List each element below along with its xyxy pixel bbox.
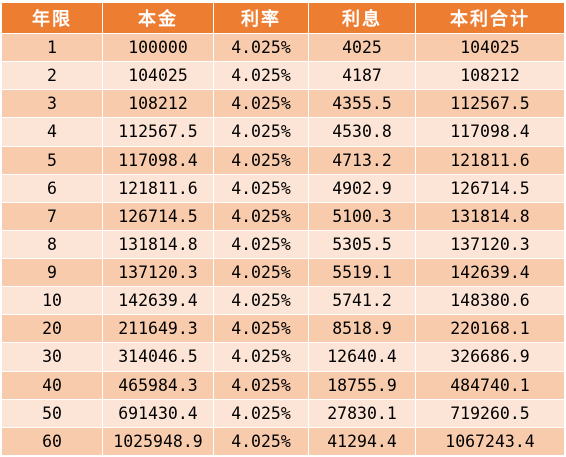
principal-cell: 126714.5	[102, 201, 214, 231]
year-cell: 20	[1, 314, 103, 344]
table-row: 5 117098.4 4.025% 4713.2 121811.6	[1, 145, 565, 175]
principal-cell: 108212	[102, 89, 214, 119]
table-row: 4 112567.5 4.025% 4530.8 117098.4	[1, 117, 565, 147]
interest-cell: 4025	[308, 32, 416, 63]
rate-cell: 4.025%	[213, 145, 309, 175]
table-row: 40 465984.3 4.025% 18755.9 484740.1	[1, 370, 565, 400]
interest-cell: 12640.4	[308, 342, 416, 372]
principal-cell: 691430.4	[102, 398, 214, 428]
total-cell: 220168.1	[415, 314, 565, 344]
interest-cell: 27830.1	[308, 398, 416, 428]
interest-cell: 5100.3	[308, 201, 416, 231]
rate-cell: 4.025%	[213, 173, 309, 203]
interest-cell: 41294.4	[308, 426, 416, 457]
rate-cell: 4.025%	[213, 398, 309, 428]
interest-cell: 4530.8	[308, 117, 416, 147]
year-cell: 3	[1, 89, 103, 119]
principal-cell: 211649.3	[102, 314, 214, 344]
table-row: 9 137120.3 4.025% 5519.1 142639.4	[1, 257, 565, 288]
header-principal: 本金	[102, 2, 214, 34]
rate-cell: 4.025%	[213, 314, 309, 344]
year-cell: 60	[1, 426, 103, 457]
year-cell: 7	[1, 201, 103, 231]
table-row: 6 121811.6 4.025% 4902.9 126714.5	[1, 173, 565, 203]
rate-cell: 4.025%	[213, 370, 309, 400]
year-cell: 2	[1, 61, 103, 91]
table-row: 30 314046.5 4.025% 12640.4 326686.9	[1, 342, 565, 372]
table-row: 10 142639.4 4.025% 5741.2 148380.6	[1, 286, 565, 316]
table-header: 年限 本金 利率 利息 本利合计	[1, 2, 565, 34]
year-cell: 10	[1, 286, 103, 316]
year-cell: 4	[1, 117, 103, 147]
rate-cell: 4.025%	[213, 257, 309, 288]
total-cell: 112567.5	[415, 89, 565, 119]
interest-cell: 4355.5	[308, 89, 416, 119]
principal-cell: 314046.5	[102, 342, 214, 372]
rate-cell: 4.025%	[213, 32, 309, 63]
total-cell: 126714.5	[415, 173, 565, 203]
year-cell: 30	[1, 342, 103, 372]
principal-cell: 121811.6	[102, 173, 214, 203]
total-cell: 148380.6	[415, 286, 565, 316]
year-cell: 1	[1, 32, 103, 63]
year-cell: 6	[1, 173, 103, 203]
total-cell: 108212	[415, 61, 565, 91]
total-cell: 1067243.4	[415, 426, 565, 457]
rate-cell: 4.025%	[213, 61, 309, 91]
principal-cell: 142639.4	[102, 286, 214, 316]
interest-cell: 5519.1	[308, 257, 416, 288]
total-cell: 142639.4	[415, 257, 565, 288]
total-cell: 104025	[415, 32, 565, 63]
principal-cell: 112567.5	[102, 117, 214, 147]
table-row: 50 691430.4 4.025% 27830.1 719260.5	[1, 398, 565, 428]
principal-cell: 117098.4	[102, 145, 214, 175]
rate-cell: 4.025%	[213, 201, 309, 231]
interest-cell: 4713.2	[308, 145, 416, 175]
principal-cell: 465984.3	[102, 370, 214, 400]
total-cell: 121811.6	[415, 145, 565, 175]
year-cell: 5	[1, 145, 103, 175]
rate-cell: 4.025%	[213, 117, 309, 147]
table-row: 60 1025948.9 4.025% 41294.4 1067243.4	[1, 426, 565, 457]
interest-cell: 4187	[308, 61, 416, 91]
rate-cell: 4.025%	[213, 426, 309, 457]
year-cell: 9	[1, 257, 103, 288]
total-cell: 137120.3	[415, 229, 565, 260]
table-body: 1 100000 4.025% 4025 104025 2 104025 4.025% 4187…	[1, 32, 565, 457]
table-row: 20 211649.3 4.025% 8518.9 220168.1	[1, 314, 565, 344]
total-cell: 131814.8	[415, 201, 565, 231]
table-row: 7 126714.5 4.025% 5100.3 131814.8	[1, 201, 565, 231]
header-year: 年限	[1, 2, 103, 34]
interest-cell: 18755.9	[308, 370, 416, 400]
rate-cell: 4.025%	[213, 89, 309, 119]
interest-cell: 5305.5	[308, 229, 416, 260]
interest-cell: 4902.9	[308, 173, 416, 203]
total-cell: 117098.4	[415, 117, 565, 147]
total-cell: 326686.9	[415, 342, 565, 372]
principal-cell: 100000	[102, 32, 214, 63]
interest-cell: 8518.9	[308, 314, 416, 344]
table-row: 3 108212 4.025% 4355.5 112567.5	[1, 89, 565, 119]
year-cell: 8	[1, 229, 103, 260]
total-cell: 719260.5	[415, 398, 565, 428]
table-row: 2 104025 4.025% 4187 108212	[1, 61, 565, 91]
rate-cell: 4.025%	[213, 286, 309, 316]
principal-cell: 1025948.9	[102, 426, 214, 457]
year-cell: 40	[1, 370, 103, 400]
table-row: 8 131814.8 4.025% 5305.5 137120.3	[1, 229, 565, 260]
total-cell: 484740.1	[415, 370, 565, 400]
principal-cell: 104025	[102, 61, 214, 91]
interest-cell: 5741.2	[308, 286, 416, 316]
principal-cell: 131814.8	[102, 229, 214, 260]
table-row: 1 100000 4.025% 4025 104025	[1, 32, 565, 63]
header-total: 本利合计	[415, 2, 565, 34]
rate-cell: 4.025%	[213, 342, 309, 372]
header-rate: 利率	[213, 2, 309, 34]
rate-cell: 4.025%	[213, 229, 309, 260]
header-row: 年限 本金 利率 利息 本利合计	[1, 2, 565, 34]
header-interest: 利息	[308, 2, 416, 34]
year-cell: 50	[1, 398, 103, 428]
principal-cell: 137120.3	[102, 257, 214, 288]
